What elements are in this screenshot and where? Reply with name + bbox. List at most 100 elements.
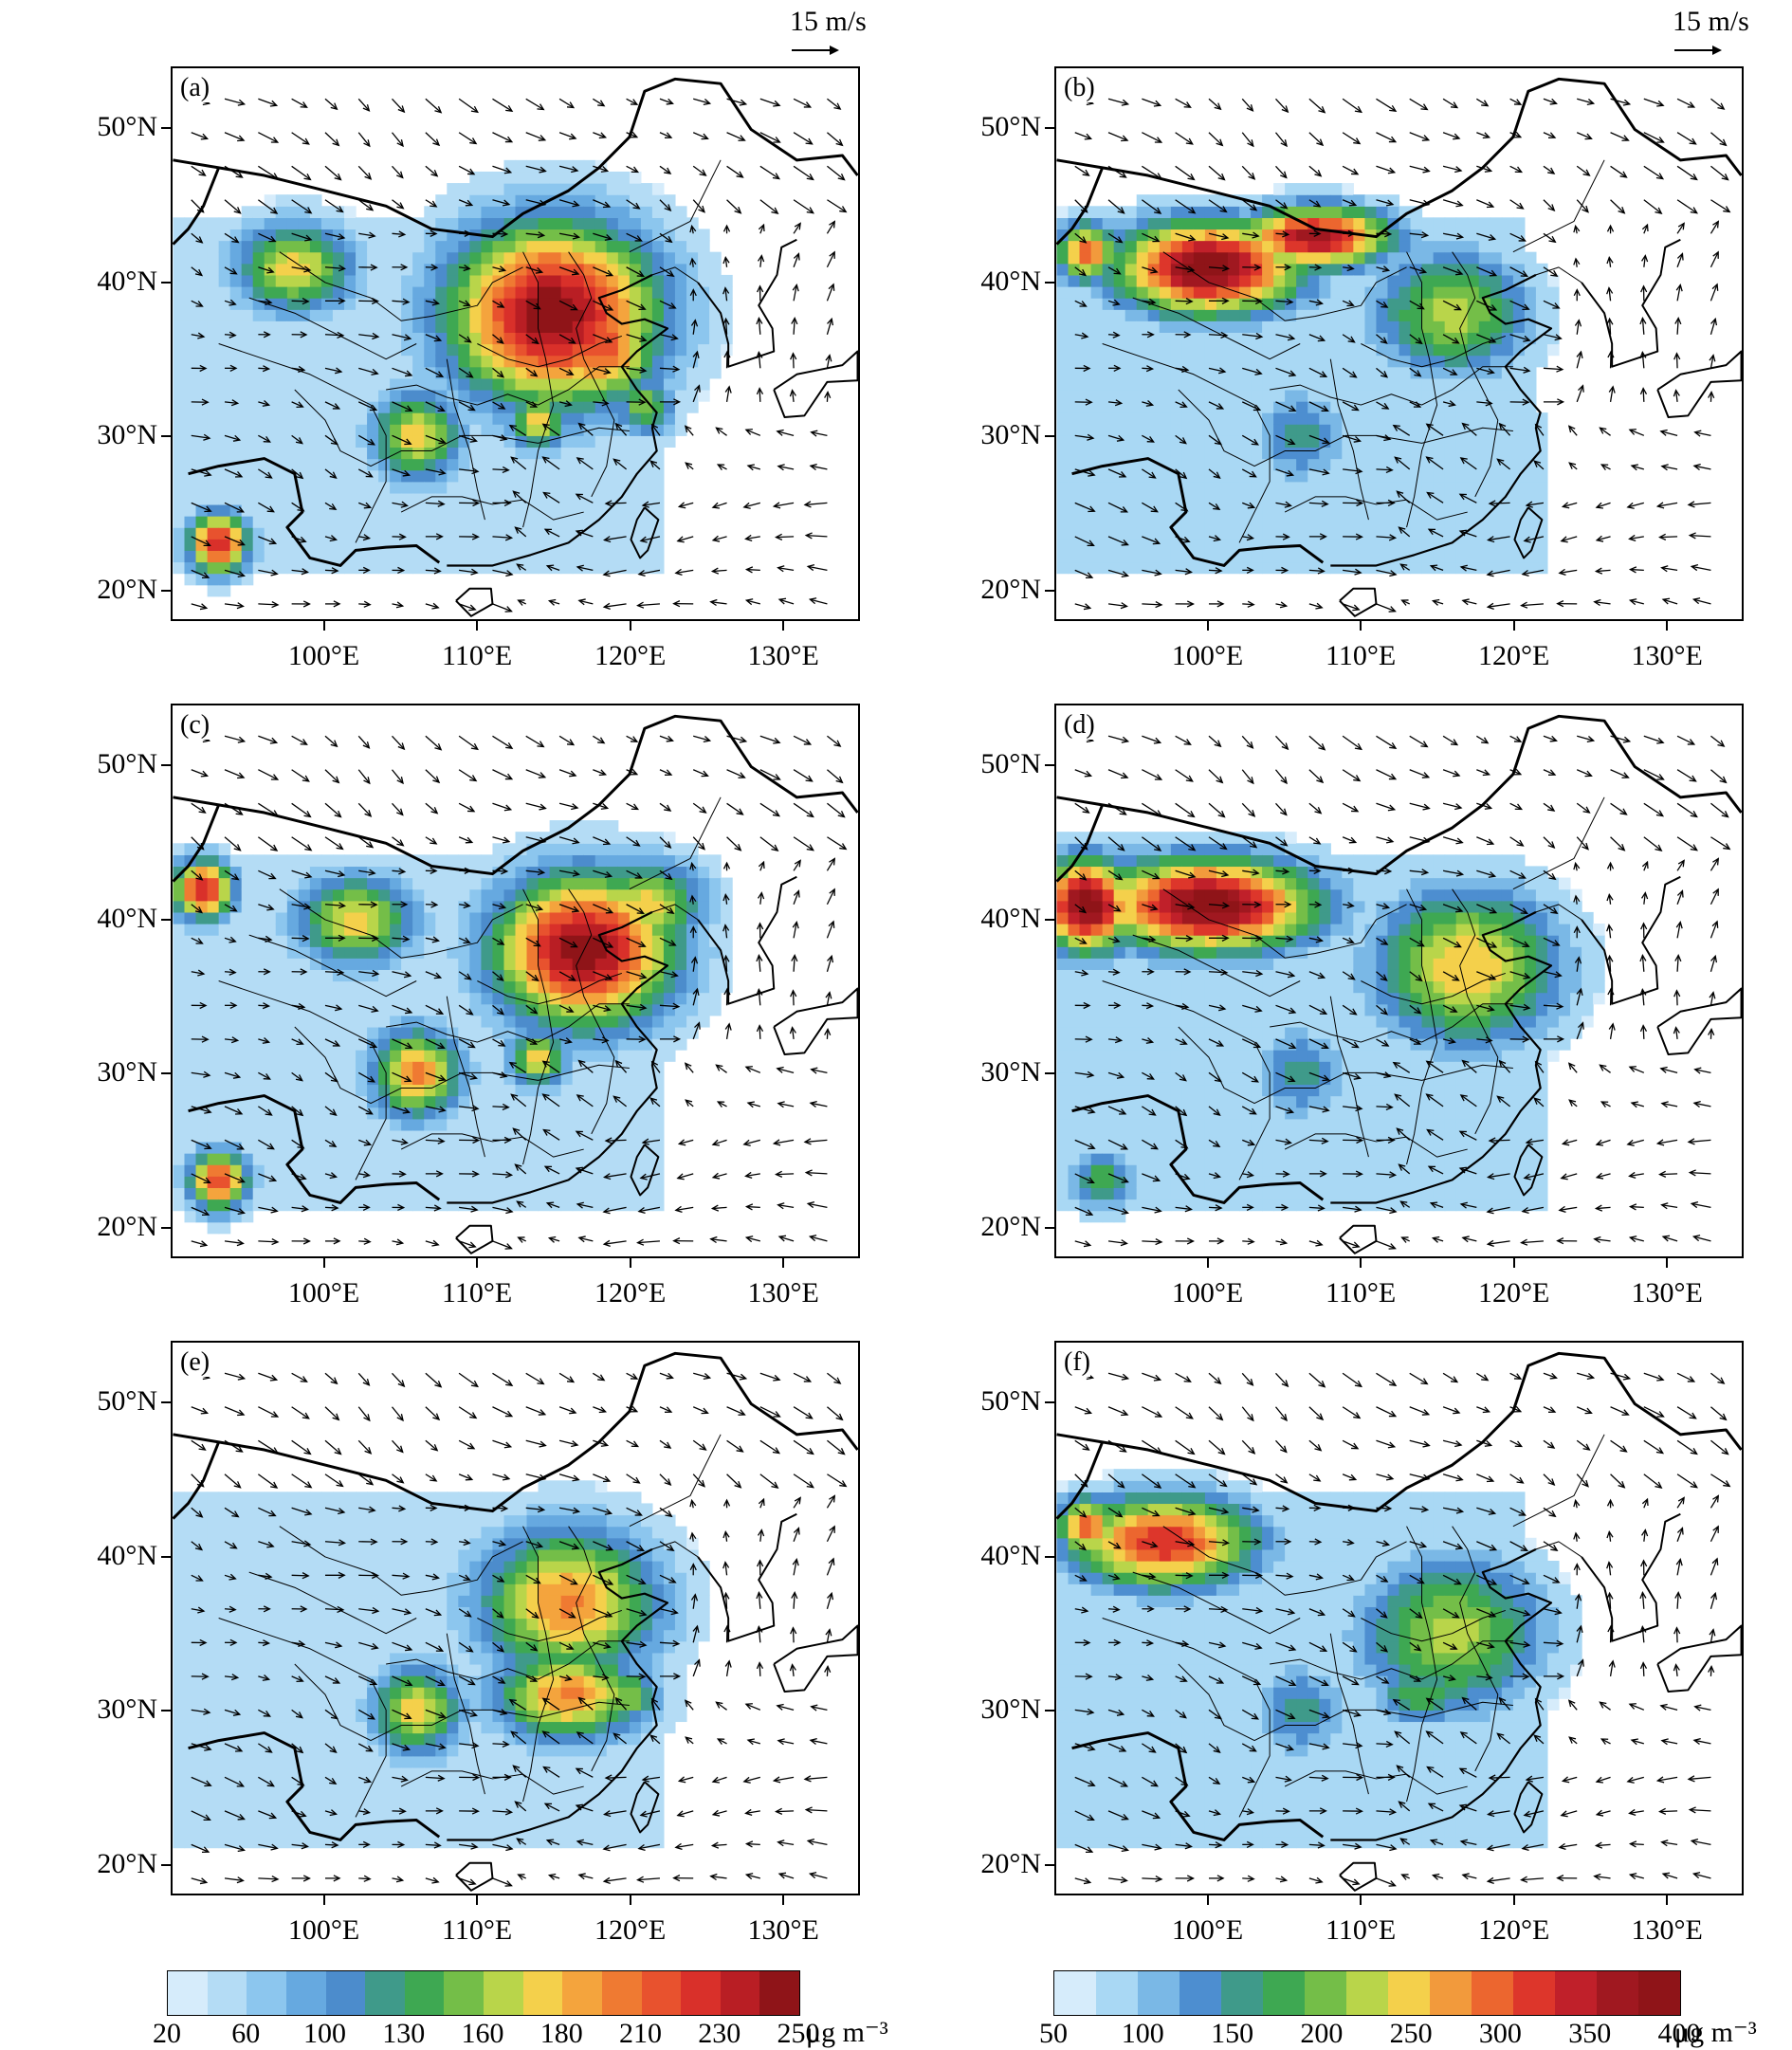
field-cell — [173, 993, 185, 1005]
field-cell — [503, 320, 516, 333]
field-cell — [219, 946, 231, 959]
field-cell — [333, 493, 345, 505]
field-cell — [253, 1016, 265, 1028]
field-cell — [1330, 206, 1343, 218]
field-cell — [1273, 264, 1286, 276]
field-cell — [686, 332, 699, 344]
wind-arrow — [459, 133, 476, 144]
field-cell — [265, 309, 277, 321]
field-cell — [401, 1096, 413, 1108]
field-cell — [1502, 332, 1514, 344]
field-cell — [253, 1176, 265, 1188]
field-cell — [253, 1050, 265, 1062]
field-cell — [1296, 320, 1308, 333]
field-cell — [1091, 298, 1104, 310]
field-cell — [1468, 344, 1480, 357]
field-cell — [1251, 275, 1263, 287]
field-cell — [1456, 275, 1469, 287]
field-cell — [412, 298, 425, 310]
field-cell — [630, 412, 642, 425]
field-cell — [469, 412, 482, 425]
field-cell — [1490, 344, 1503, 357]
field-cell — [1330, 378, 1343, 391]
field-cell — [1502, 390, 1514, 402]
field-cell — [652, 286, 665, 299]
field-cell — [492, 252, 504, 265]
field-cell — [573, 401, 585, 413]
field-cell — [1216, 332, 1229, 344]
field-cell — [630, 252, 642, 265]
field-cell — [287, 1187, 300, 1199]
field-cell — [276, 539, 288, 551]
field-cell — [390, 527, 402, 540]
field-cell — [1056, 275, 1069, 287]
field-cell — [242, 1027, 254, 1039]
field-cell — [1114, 412, 1126, 425]
field-cell — [173, 516, 185, 528]
field-cell — [1296, 367, 1308, 379]
field-cell — [287, 958, 300, 970]
field-cell — [219, 1119, 231, 1131]
field-cell — [276, 1107, 288, 1120]
field-cell — [1056, 264, 1069, 276]
field-cell — [219, 1199, 231, 1212]
field-cell — [435, 539, 448, 551]
field-cell — [630, 183, 642, 195]
field-cell — [287, 320, 300, 333]
field-cell — [1205, 424, 1217, 436]
field-cell — [356, 309, 368, 321]
field-cell — [1307, 344, 1320, 357]
field-cell — [287, 1061, 300, 1073]
field-cell — [1194, 482, 1206, 494]
field-cell — [527, 286, 539, 299]
reference-vector-label: 15 m/s — [1673, 6, 1749, 37]
field-cell — [310, 435, 322, 448]
field-cell — [344, 1164, 357, 1177]
field-cell — [1411, 516, 1423, 528]
field-cell — [584, 241, 596, 253]
field-cell — [539, 401, 551, 413]
field-cell — [310, 378, 322, 391]
field-cell — [390, 969, 402, 981]
field-cell — [1091, 562, 1104, 575]
field-cell — [356, 1061, 368, 1073]
field-cell — [1456, 447, 1469, 459]
coastline — [1582, 240, 1680, 367]
field-cell — [276, 309, 288, 321]
field-cell — [584, 447, 596, 459]
field-cell — [378, 866, 391, 878]
field-cell — [1399, 482, 1412, 494]
field-cell — [1445, 562, 1457, 575]
field-cell — [1228, 435, 1240, 448]
field-cell — [230, 493, 243, 505]
field-cell — [652, 562, 665, 575]
field-cell — [401, 878, 413, 890]
field-cell — [1411, 344, 1423, 357]
field-cell — [1160, 401, 1172, 413]
field-cell — [242, 878, 254, 890]
field-cell — [1251, 562, 1263, 575]
field-cell — [1296, 252, 1308, 265]
field-cell — [630, 435, 642, 448]
field-cell — [1091, 447, 1104, 459]
field-cell — [173, 901, 185, 913]
field-cell — [219, 1061, 231, 1073]
field-cell — [367, 378, 379, 391]
field-cell — [424, 1084, 436, 1096]
field-cell — [253, 958, 265, 970]
field-cell — [253, 1199, 265, 1212]
field-cell — [321, 241, 334, 253]
wind-arrow — [325, 133, 338, 146]
field-cell — [595, 550, 608, 562]
field-cell — [219, 482, 231, 494]
field-cell — [1182, 356, 1195, 368]
field-cell — [595, 206, 608, 218]
field-cell — [253, 229, 265, 241]
field-cell — [208, 1164, 220, 1177]
field-cell — [265, 550, 277, 562]
field-cell — [435, 424, 448, 436]
field-cell — [276, 1199, 288, 1212]
field-cell — [1080, 320, 1092, 333]
field-cell — [1273, 332, 1286, 344]
field-cell — [276, 550, 288, 562]
